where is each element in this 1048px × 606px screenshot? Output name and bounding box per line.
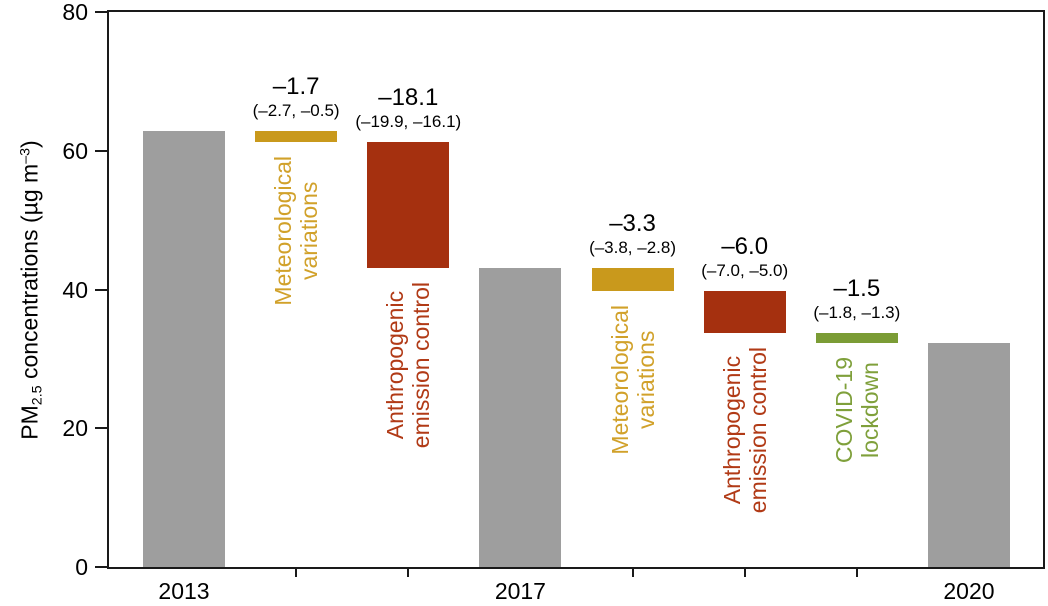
category-label-line: variations (296, 182, 323, 281)
category-label-line: Anthropogenic (382, 290, 409, 440)
delta-ci-label: (–19.9, –16.1) (355, 112, 462, 132)
x-axis-tick (743, 569, 746, 577)
delta-value-label: –1.5 (833, 274, 881, 302)
y-axis-tick-label: 0 (75, 554, 88, 580)
bar-delta-meteorological-variations (591, 267, 674, 291)
delta-value-label: –18.1 (378, 84, 439, 112)
delta-ci-label: (–2.7, –0.5) (252, 100, 340, 120)
bar-delta-meteorological-variations (255, 130, 338, 143)
x-axis-year-label: 2020 (943, 578, 995, 604)
bar-total-2020 (927, 342, 1010, 567)
category-label: Anthropogenic emission control (382, 282, 434, 448)
category-label: Meteorological variations (270, 156, 322, 306)
delta-annotation: –18.1 (–19.9, –16.1) (293, 84, 523, 132)
plot-area (107, 10, 1045, 569)
category-label-line: emission control (408, 281, 435, 449)
delta-annotation: –3.3 (–3.8, –2.8) (518, 210, 748, 258)
delta-value-label: –1.7 (272, 72, 320, 100)
delta-value-label: –6.0 (721, 232, 769, 260)
delta-annotation: –1.7 (–2.7, –0.5) (181, 73, 411, 121)
x-axis-tick (407, 569, 410, 577)
x-axis-tick (295, 569, 298, 577)
ylabel-subscript: 2.5 (29, 384, 46, 405)
y-axis-tick (95, 427, 107, 430)
y-axis-tick (95, 11, 107, 13)
delta-ci-label: (–7.0, –5.0) (701, 260, 789, 280)
y-axis-tick (95, 288, 107, 291)
category-label-line: emission control (744, 346, 771, 513)
bar-total-2013 (143, 130, 225, 567)
x-axis-tick (855, 569, 858, 577)
category-label-line: Anthropogenic (718, 355, 745, 504)
y-axis-tick-label: 80 (62, 0, 88, 25)
category-label-line: Meteorological (270, 156, 297, 307)
delta-value-label: –3.3 (609, 209, 656, 237)
y-axis-tick (95, 149, 107, 152)
delta-ci-label: (–3.8, –2.8) (589, 237, 677, 257)
x-axis-year-label: 2013 (158, 578, 210, 604)
x-axis-tick (631, 569, 634, 577)
bar-delta-anthropogenic-emission-control (367, 142, 450, 268)
y-axis-tick (95, 566, 107, 568)
y-axis-tick-label: 60 (62, 137, 88, 164)
x-axis-year-label: 2017 (494, 578, 546, 604)
bar-delta-covid-19-lockdown (815, 332, 898, 343)
category-label: COVID-19 lockdown (831, 357, 883, 463)
category-label-line: COVID-19 (830, 356, 857, 463)
ylabel-middle: concentrations (µg m (16, 163, 43, 385)
bar-delta-anthropogenic-emission-control (703, 290, 786, 333)
delta-ci-label: (–1.8, –1.3) (813, 302, 901, 322)
category-label-line: variations (632, 330, 659, 429)
y-axis-tick-label: 40 (62, 276, 88, 303)
category-label-line: Meteorological (606, 304, 633, 455)
category-label-line: lockdown (856, 362, 883, 458)
category-label: Anthropogenic emission control (719, 347, 771, 513)
y-axis-tick-label: 20 (62, 415, 88, 442)
delta-annotation: –6.0 (–7.0, –5.0) (630, 233, 860, 281)
category-label: Meteorological variations (607, 305, 659, 455)
delta-annotation: –1.5 (–1.8, –1.3) (742, 275, 972, 323)
bar-total-2017 (479, 267, 562, 567)
